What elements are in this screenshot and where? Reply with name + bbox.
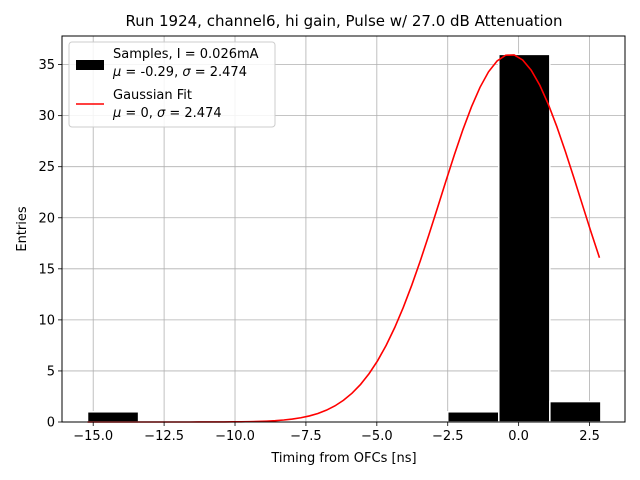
y-tick-label: 0 (47, 416, 55, 431)
x-tick-label: −2.5 (432, 429, 464, 444)
plot-frame (61, 35, 626, 423)
histogram-bar (86, 411, 140, 423)
y-axis-ticks: 0 5 10 15 20 25 30 35 (38, 58, 62, 431)
legend-box (68, 41, 276, 128)
legend-stats: μ = 0, σ = 2.474 (112, 106, 222, 121)
x-tick-label: 2.5 (579, 429, 600, 444)
y-tick-label: 10 (38, 313, 55, 328)
y-tick-label: 5 (47, 364, 55, 379)
legend-mu-symbol: μ (112, 65, 121, 80)
legend-mu-symbol: μ (112, 106, 121, 121)
legend: Samples, I = 0.026mA μ = -0.29, σ = 2.474… (68, 41, 276, 128)
y-tick-label: 20 (38, 211, 55, 226)
legend-label: Gaussian Fit (113, 88, 192, 103)
x-tick-label: −10.0 (215, 429, 255, 444)
legend-sigma-symbol: σ (182, 65, 191, 80)
x-tick-label: 0.0 (508, 429, 529, 444)
x-tick-label: −5.0 (361, 429, 393, 444)
legend-mu-value: = 0, (121, 106, 157, 121)
histogram-bar (498, 53, 551, 423)
y-tick-label: 15 (38, 262, 55, 277)
legend-mu-value: = -0.29, (121, 65, 182, 80)
histogram-bars (86, 53, 602, 423)
y-tick-label: 30 (38, 109, 55, 124)
y-tick-label: 25 (38, 160, 55, 175)
legend-swatch-samples (76, 60, 104, 70)
y-axis-label: Entries (15, 206, 30, 252)
y-tick-label: 35 (38, 58, 55, 73)
x-tick-label: −7.5 (290, 429, 322, 444)
legend-sigma-symbol: σ (157, 106, 166, 121)
legend-sigma-value: = 2.474 (191, 65, 247, 80)
x-tick-label: −15.0 (73, 429, 113, 444)
legend-label: Samples, I = 0.026mA (113, 47, 259, 62)
x-axis-label: Timing from OFCs [ns] (270, 451, 416, 466)
x-axis-ticks: −15.0 −12.5 −10.0 −7.5 −5.0 −2.5 0.0 2.5 (73, 422, 600, 444)
legend-stats: μ = -0.29, σ = 2.474 (112, 65, 247, 80)
chart-title: Run 1924, channel6, hi gain, Pulse w/ 27… (125, 12, 562, 30)
histogram-bar (549, 400, 602, 423)
x-tick-label: −12.5 (144, 429, 184, 444)
histogram-bar (446, 411, 500, 423)
legend-sigma-value: = 2.474 (165, 106, 221, 121)
